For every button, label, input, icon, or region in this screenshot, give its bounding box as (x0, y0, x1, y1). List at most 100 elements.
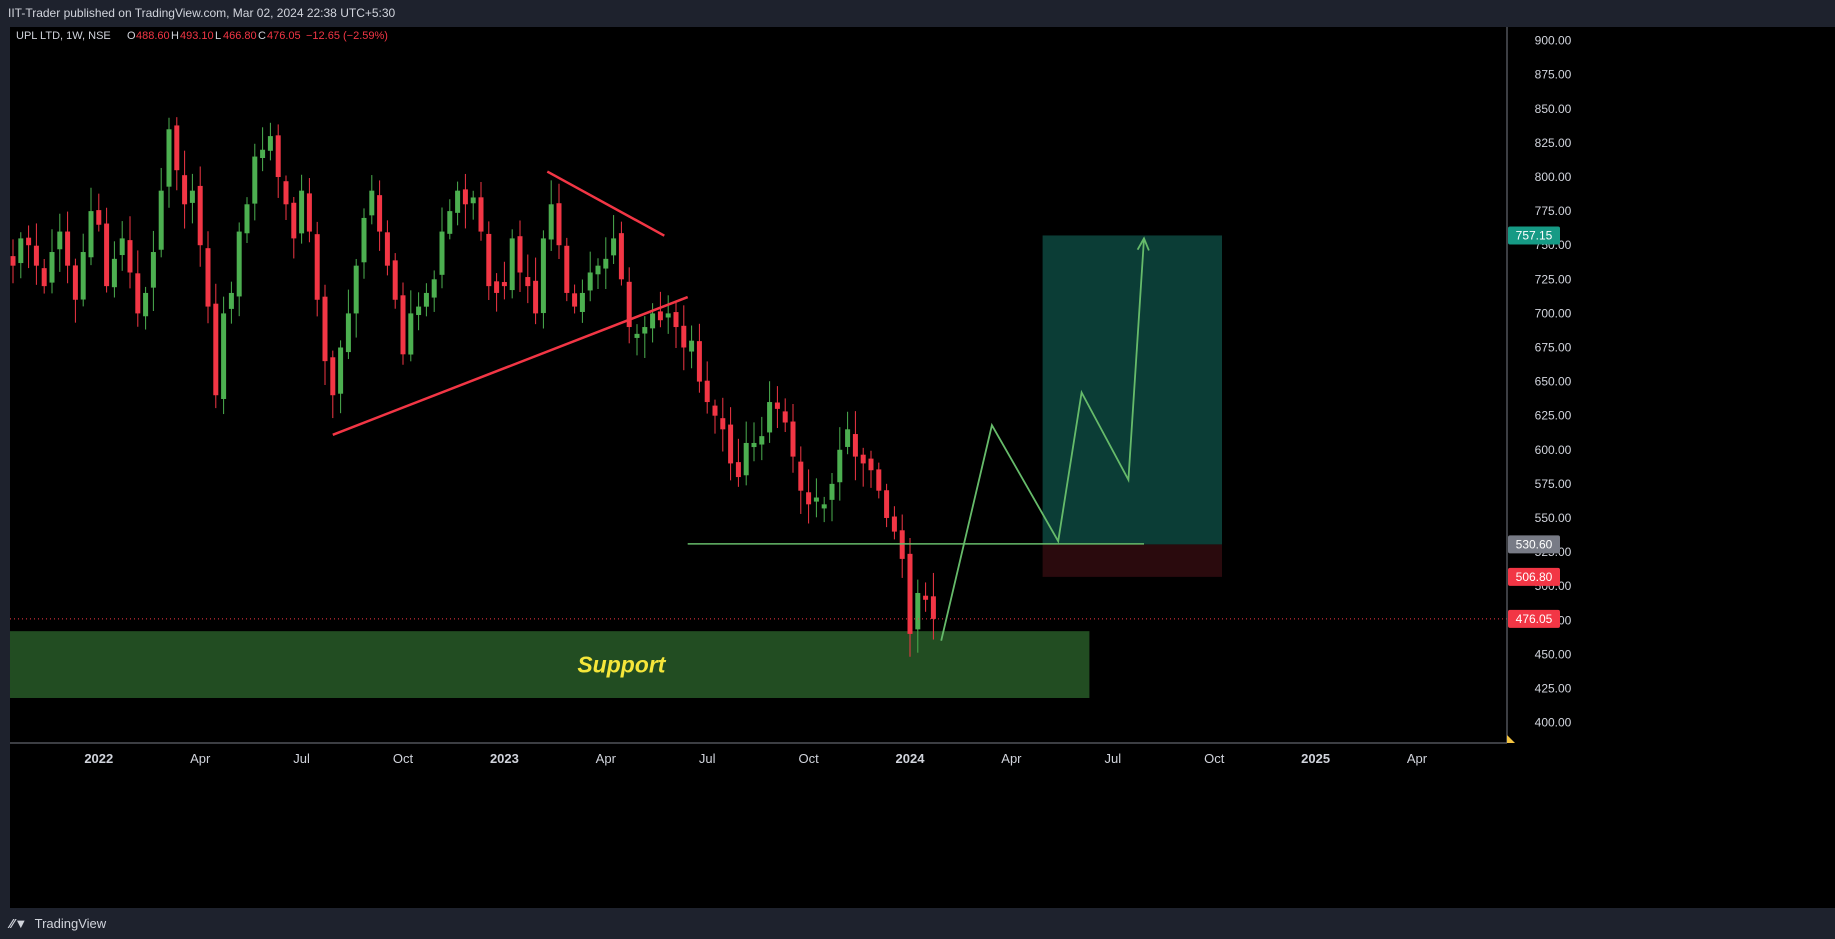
candle-down (205, 248, 211, 307)
candle-up (49, 252, 55, 283)
price-tick-label: 625.00 (1535, 409, 1572, 423)
candle-down (876, 469, 882, 491)
tradingview-logo-icon[interactable]: ⁄⁄▼ (10, 916, 28, 931)
candle-up (603, 258, 609, 269)
candle-up (759, 436, 765, 445)
price-tick-label: 875.00 (1535, 68, 1572, 82)
candle-down (306, 193, 312, 232)
candle-down (891, 516, 897, 532)
candle-up (260, 149, 266, 159)
drawings-layer (10, 170, 1507, 641)
candle-down (72, 265, 78, 300)
candle-down (852, 434, 858, 457)
time-tick-label: Jul (293, 751, 310, 766)
entry-price-label: 530.60 (1516, 537, 1553, 551)
close-value: 476.05 (267, 30, 301, 42)
price-tick-label: 900.00 (1535, 34, 1572, 48)
candle-up (837, 449, 843, 483)
candle-up (689, 340, 695, 352)
candle-up (642, 327, 648, 334)
candlestick-chart[interactable]: Support 900.00 875.00 850.00 825.00 800.00 77… (0, 27, 1835, 908)
candle-up (540, 238, 546, 314)
candle-down (96, 210, 102, 225)
time-tick-label: 2023 (490, 751, 519, 766)
candle-down (26, 237, 32, 246)
candle-down (501, 282, 507, 287)
publish-info: IIT-Trader published on TradingView.com,… (8, 6, 396, 20)
time-tick-label: Oct (393, 751, 414, 766)
candle-down (790, 421, 796, 457)
price-tick-label: 600.00 (1535, 443, 1572, 457)
candle-down (41, 268, 47, 287)
candle-up (813, 497, 819, 502)
candle-up (650, 313, 656, 329)
lower-trendline (332, 295, 689, 436)
target-zone (1042, 235, 1222, 545)
candle-up (345, 313, 351, 353)
candle-down (868, 458, 874, 471)
time-tick-label: 2022 (84, 751, 113, 766)
high-label: H (171, 30, 179, 42)
time-tick-label: 2024 (896, 751, 926, 766)
candle-down (525, 277, 531, 287)
candle-down (377, 195, 383, 232)
candle-up (595, 265, 601, 275)
low-value: 466.80 (223, 30, 257, 42)
candle-up (915, 592, 921, 630)
candle-down (10, 256, 16, 266)
candle-up (548, 204, 554, 240)
candle-down (283, 181, 289, 205)
candle-up (189, 190, 195, 203)
candle-down (291, 202, 297, 239)
support-label: Support (577, 652, 666, 678)
time-tick-label: Oct (1204, 751, 1225, 766)
price-tick-label: 800.00 (1535, 170, 1572, 184)
high-value: 493.10 (180, 30, 214, 42)
stop-price-badge (1508, 567, 1560, 586)
candle-up (751, 442, 757, 448)
last-price-label: 476.05 (1516, 612, 1553, 626)
candle-down (626, 281, 632, 328)
stop-price-label: 506.80 (1516, 570, 1553, 584)
brand-label[interactable]: TradingView (34, 916, 107, 931)
time-tick-label: Jul (1104, 751, 1121, 766)
change-value: −12.65 (−2.59%) (306, 30, 388, 42)
candle-up (821, 504, 827, 509)
candle-up (439, 231, 445, 275)
candle-up (829, 483, 835, 500)
candle-up (455, 190, 461, 213)
candle-down (400, 295, 406, 355)
price-tick-label: 650.00 (1535, 375, 1572, 389)
candle-down (517, 236, 523, 273)
chart-area[interactable]: Support 900.00 875.00 850.00 825.00 800.00 77… (0, 27, 1835, 908)
legend: UPL LTD, 1W, NSE O 488.60 H 493.10 L 466… (16, 30, 388, 42)
candle-up (416, 306, 422, 316)
candle-up (767, 402, 773, 433)
candle-up (509, 238, 515, 291)
candle-down (104, 223, 110, 287)
candle-up (470, 197, 476, 204)
candle-down (930, 596, 936, 619)
entry-price-badge (1508, 535, 1560, 554)
candle-down (462, 189, 468, 205)
time-tick-label: Jul (699, 751, 716, 766)
close-label: C (258, 30, 266, 42)
candle-down (572, 293, 578, 307)
candle-down (135, 273, 141, 314)
candle-up (447, 211, 453, 234)
candle-up (634, 333, 640, 338)
candle-down (275, 135, 281, 178)
candle-up (236, 231, 242, 297)
candle-up (80, 252, 86, 300)
candle-down (65, 231, 71, 266)
open-label: O (127, 30, 136, 42)
candle-down (657, 311, 663, 321)
price-tick-label: 700.00 (1535, 306, 1572, 320)
price-tick-label: 725.00 (1535, 272, 1572, 286)
candle-down (712, 405, 718, 416)
candle-down (673, 312, 679, 328)
time-tick-label: Oct (798, 751, 819, 766)
upper-trendline (546, 170, 665, 237)
candle-down (174, 125, 180, 171)
candle-up (88, 211, 94, 258)
